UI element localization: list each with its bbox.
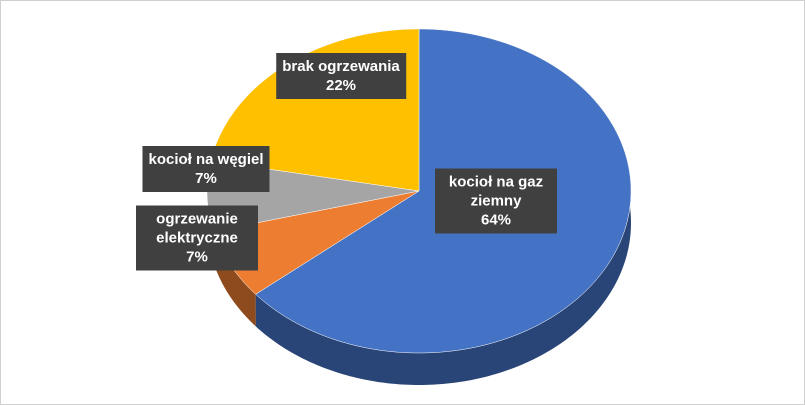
pie-slice-side (255, 29, 631, 385)
category-label: brak ogrzewania (282, 58, 400, 75)
value-label: 7% (195, 170, 217, 187)
data-label: kocioł na gaz ziemny 64% (435, 168, 557, 234)
value-label: 7% (186, 248, 208, 266)
category-label: ogrzewanie elektryczne (156, 210, 238, 247)
value-label: 64% (480, 211, 512, 229)
category-label: kocioł na gaz ziemny (448, 173, 544, 210)
data-label: brak ogrzewania 22% (276, 53, 406, 99)
data-label: ogrzewanie elektryczne 7% (136, 205, 258, 271)
value-label: 22% (325, 77, 357, 94)
category-label: kocioł na węgiel (148, 151, 264, 168)
data-label: kocioł na węgiel 7% (142, 146, 270, 192)
